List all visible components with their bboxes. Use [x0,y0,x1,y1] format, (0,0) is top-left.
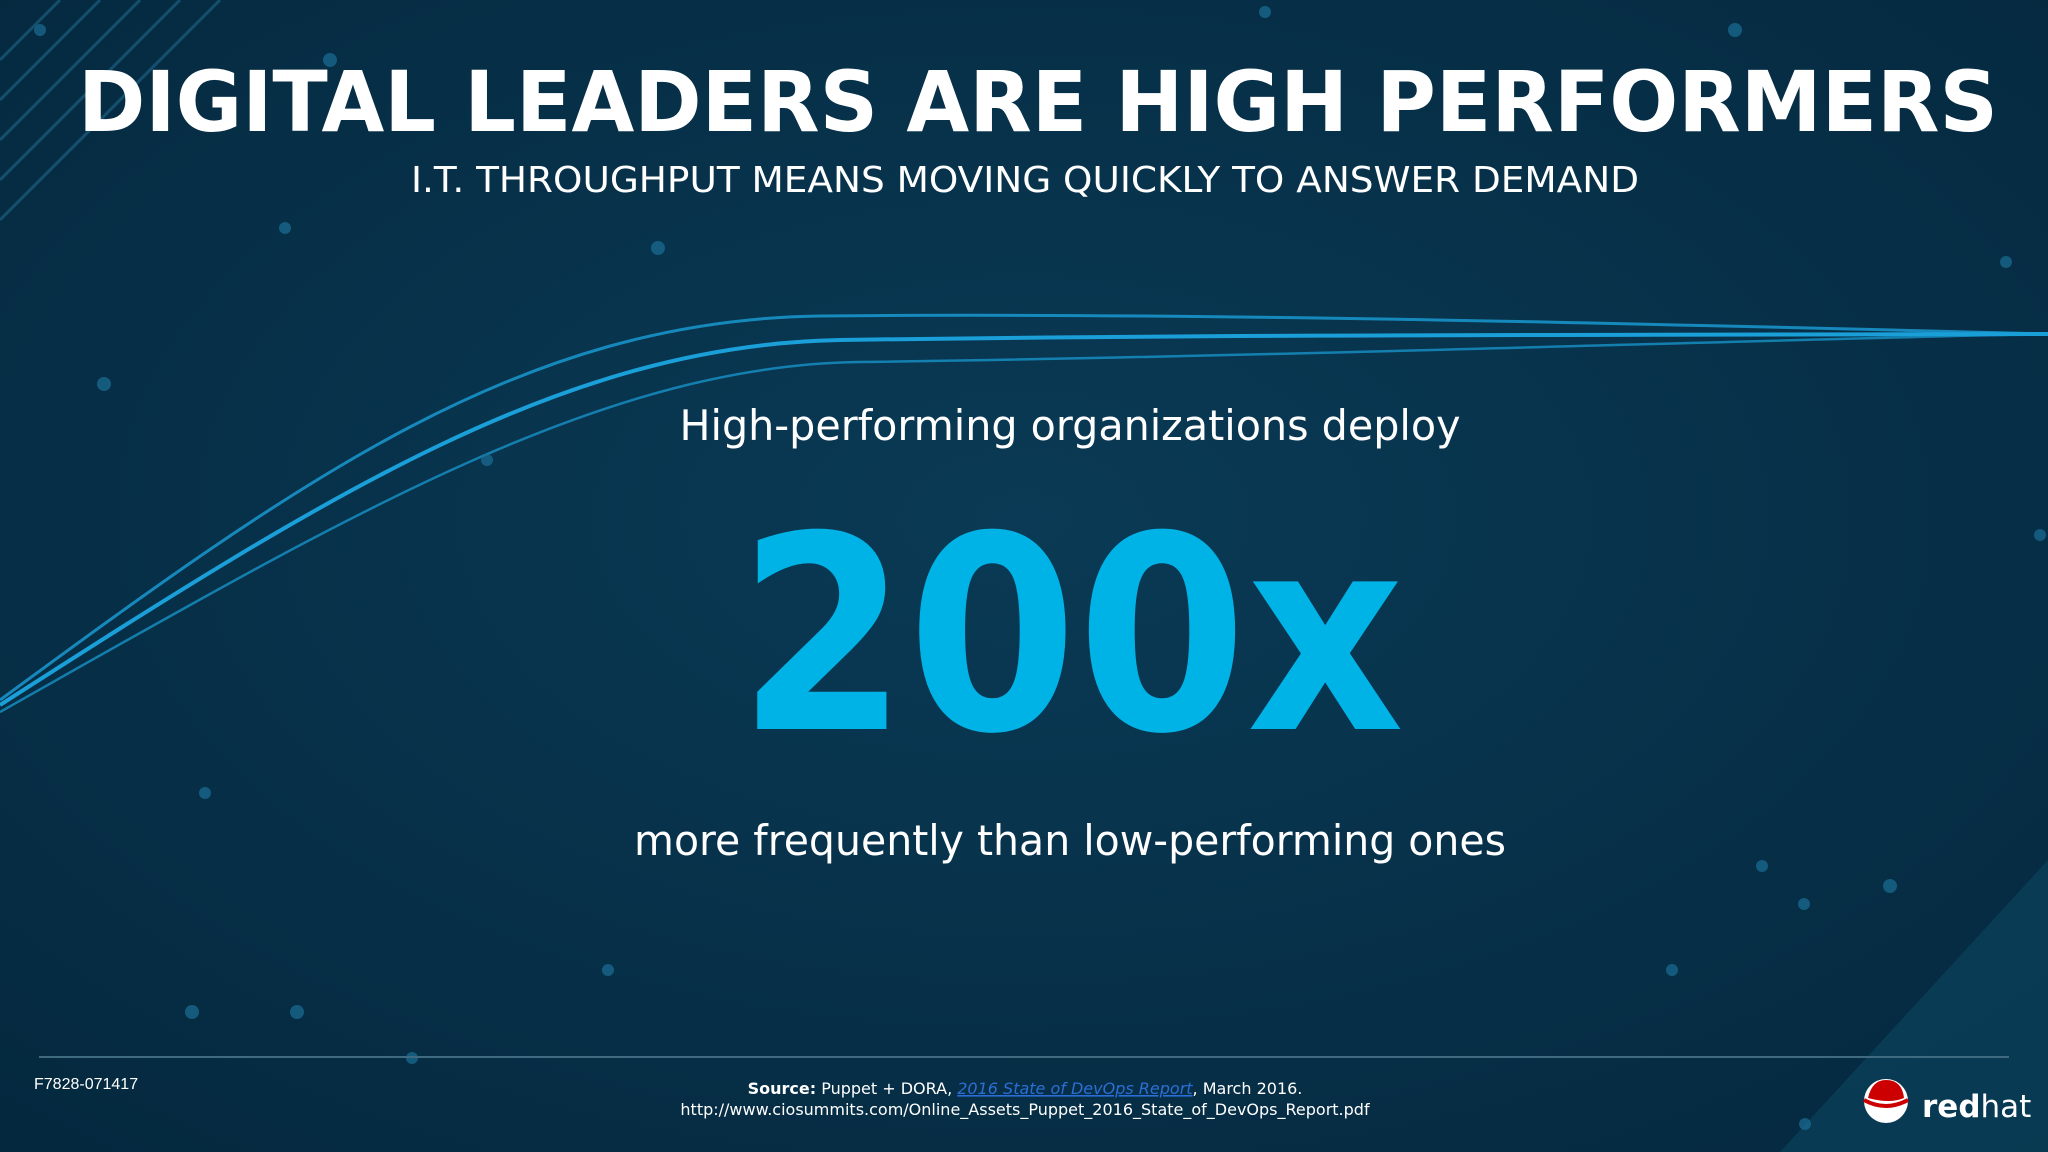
statement-tail: more frequently than low-performing ones [634,816,1506,865]
maze-pattern [0,0,222,222]
statement-figure: 200x [738,478,1404,793]
corner-shape [1780,860,2048,1152]
doc-code: F7828-071417 [34,1076,138,1093]
source-url: http://www.ciosummits.com/Online_Assets_… [680,1100,1370,1120]
source-link[interactable]: 2016 State of DevOps Report [957,1079,1193,1098]
source-date: , March 2016. [1193,1079,1303,1098]
source-line: Source: Puppet + DORA, 2016 State of Dev… [748,1079,1303,1098]
dots [34,6,2046,1130]
title: DIGITAL LEADERS ARE HIGH PERFORMERS [78,53,1998,151]
source-text: Puppet + DORA, [821,1079,957,1098]
logo-bold: red [1922,1089,1981,1125]
statement-lead: High-performing organizations deploy [680,401,1461,450]
logo-light: hat [1981,1089,2032,1125]
curves [0,313,2048,714]
subtitle: I.T. THROUGHPUT MEANS MOVING QUICKLY TO … [411,160,1639,201]
source-label: Source: [748,1079,817,1098]
logo: redhat [1863,1079,2031,1125]
logo-text: redhat [1922,1089,2031,1125]
